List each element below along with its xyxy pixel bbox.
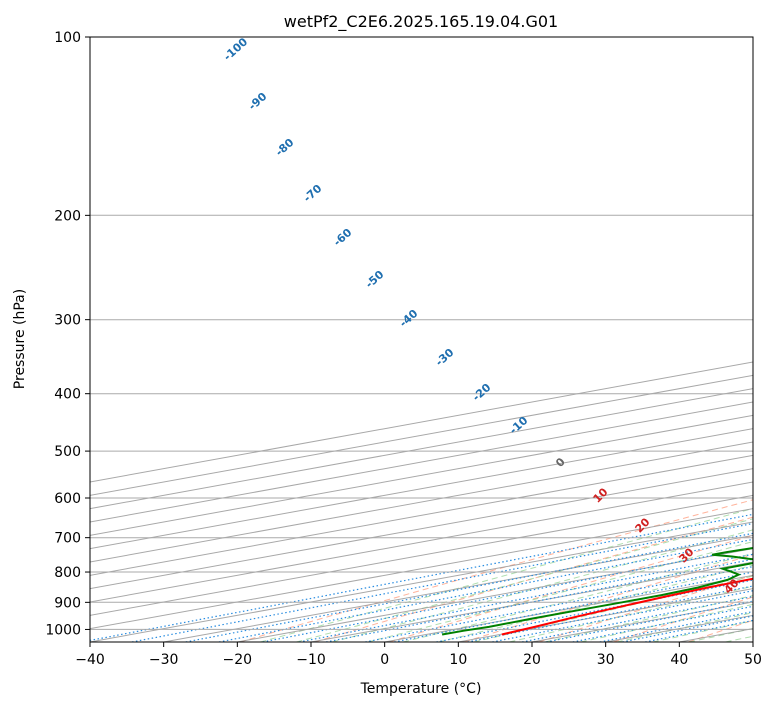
- x-axis: −40 −30 −20 −10 0 10 20 30 40 50: [75, 642, 762, 668]
- isotherm-line: [90, 508, 753, 630]
- isotherm-line: [752, 641, 753, 642]
- x-tick-label: 0: [380, 652, 389, 668]
- y-tick-label: 400: [54, 387, 81, 403]
- plot-frame: [89, 36, 754, 643]
- isotherm-line: [90, 468, 753, 590]
- y-tick-label: 200: [54, 208, 81, 224]
- x-tick-label: 10: [449, 652, 467, 668]
- mixing-ratio-line: [131, 522, 753, 642]
- isotherm-line: [90, 454, 753, 576]
- y-tick-label: 300: [54, 313, 81, 329]
- x-tick-label: −20: [223, 652, 253, 668]
- x-tick-label: 40: [670, 652, 688, 668]
- dry-adiabat-line: [763, 37, 775, 642]
- moist-adiabat-line: [544, 595, 753, 642]
- y-tick-label: 500: [54, 444, 81, 460]
- mixing-ratio-line: [622, 615, 753, 642]
- x-tick-label: −40: [75, 652, 105, 668]
- mixing-ratio-line: [185, 532, 753, 642]
- y-tick-label: 700: [54, 531, 81, 547]
- mixing-ratio-line: [546, 600, 753, 642]
- y-tick-label: 900: [54, 595, 81, 611]
- x-tick-label: 20: [523, 652, 541, 668]
- plot-background: [90, 37, 753, 642]
- mixing-ratio-line: [572, 605, 753, 642]
- chart-title: wetPf2_C2E6.2025.165.19.04.G01: [284, 12, 558, 32]
- y-tick-label: 1000: [45, 622, 81, 638]
- profile-lines: [441, 546, 753, 636]
- isotherm-line: [90, 521, 753, 642]
- dry-adiabat-line: [463, 554, 753, 642]
- y-axis: 1000 900 800 700 600 500 400 300 200 100: [45, 30, 90, 638]
- isotherm-line: [90, 441, 753, 563]
- mixing-ratio-line: [218, 538, 753, 642]
- mixing-ratio-line: [521, 595, 753, 642]
- x-tick-label: −10: [296, 652, 326, 668]
- moist-adiabat-line: [402, 552, 753, 642]
- plot-area: [90, 37, 753, 642]
- moist-adiabat-line: [367, 540, 753, 642]
- y-axis-label: Pressure (hPa): [12, 289, 28, 389]
- isotherm-line: [90, 481, 753, 603]
- isotherm-line: [90, 428, 753, 550]
- x-tick-label: 50: [744, 652, 762, 668]
- mixing-ratio-line: [599, 610, 753, 642]
- isotherm-line: [90, 494, 753, 616]
- x-tick-label: −30: [149, 652, 179, 668]
- x-tick-label: 30: [597, 652, 615, 668]
- isotherm-line: [163, 534, 753, 642]
- dry-adiabat-line: [239, 499, 753, 642]
- y-tick-label: 100: [54, 30, 81, 46]
- dewpoint-line: [441, 546, 753, 636]
- y-tick-label: 600: [54, 491, 81, 507]
- y-tick-label: 800: [54, 565, 81, 581]
- dry-adiabat-line: [538, 574, 753, 642]
- mixing-ratio-line: [262, 546, 753, 642]
- x-axis-label: Temperature (°C): [360, 681, 482, 697]
